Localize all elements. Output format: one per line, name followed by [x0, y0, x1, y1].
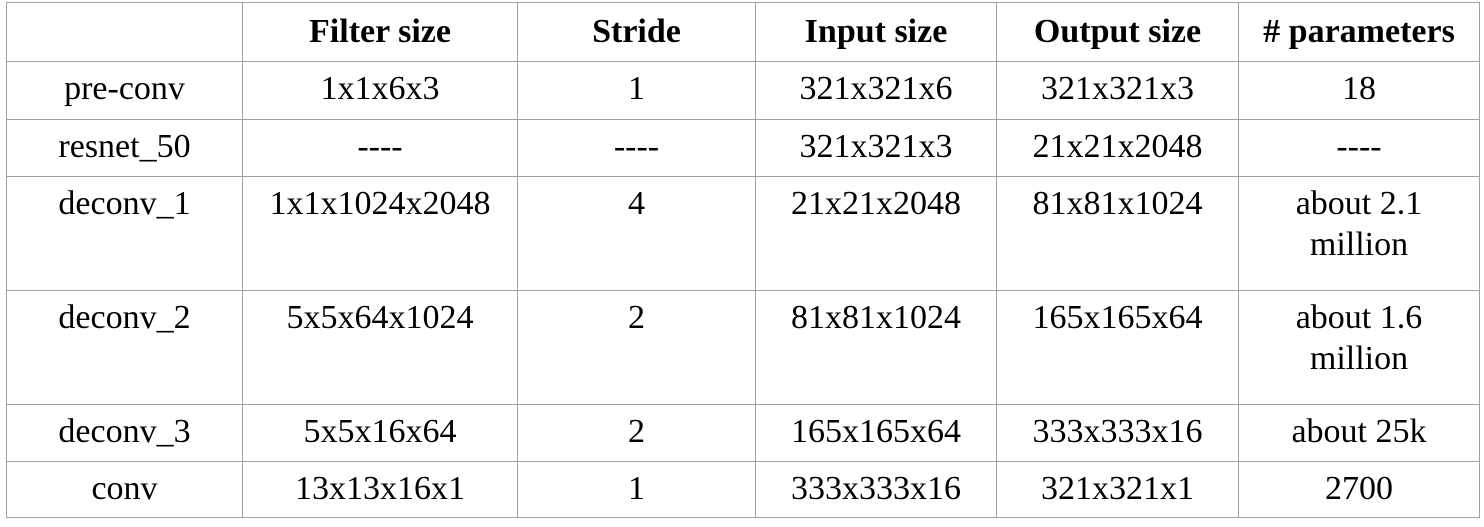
output-size-cell: 333x333x16: [996, 404, 1239, 462]
filter-size-cell: 1x1x1024x2048: [242, 176, 518, 291]
table-row: deconv_1 1x1x1024x2048 4 21x21x2048 81x8…: [6, 176, 1480, 291]
layer-name: conv: [6, 461, 243, 518]
parameters-line: about 2.1: [1295, 185, 1423, 222]
stride-cell: 1: [517, 61, 756, 120]
layer-name: deconv_1: [6, 176, 243, 291]
input-size-cell: 321x321x3: [755, 119, 997, 177]
parameters-line: million: [1309, 340, 1409, 377]
header-stride: Stride: [517, 2, 756, 62]
stride-cell: 1: [517, 461, 756, 518]
header-row: Filter size Stride Input size Output siz…: [6, 2, 1480, 62]
parameters-cell: about 25k: [1238, 404, 1480, 462]
input-size-cell: 21x21x2048: [755, 176, 997, 291]
parameters-line: 2700: [1325, 470, 1393, 507]
layer-table: Filter size Stride Input size Output siz…: [6, 2, 1480, 518]
input-size-cell: 165x165x64: [755, 404, 997, 462]
parameters-line: million: [1309, 226, 1409, 263]
stride-cell: 4: [517, 176, 756, 291]
table-row: resnet_50 ---- ---- 321x321x3 21x21x2048…: [6, 119, 1480, 177]
table-row: pre-conv 1x1x6x3 1 321x321x6 321x321x3 1…: [6, 61, 1480, 120]
parameters-cell: about 1.6 million: [1238, 290, 1480, 405]
stride-cell: 2: [517, 290, 756, 405]
layer-name: pre-conv: [6, 61, 243, 120]
layer-name: deconv_3: [6, 404, 243, 462]
input-size-cell: 333x333x16: [755, 461, 997, 518]
parameters-line: about 1.6: [1295, 299, 1423, 336]
parameters-cell: about 2.1 million: [1238, 176, 1480, 291]
parameters-line: ----: [1336, 128, 1382, 165]
input-size-cell: 321x321x6: [755, 61, 997, 120]
header-parameters: # parameters: [1238, 2, 1480, 62]
parameters-cell: 18: [1238, 61, 1480, 120]
table-row: deconv_2 5x5x64x1024 2 81x81x1024 165x16…: [6, 290, 1480, 405]
table-row: deconv_3 5x5x16x64 2 165x165x64 333x333x…: [6, 404, 1480, 462]
layer-name: resnet_50: [6, 119, 243, 177]
parameters-line: about 25k: [1291, 413, 1427, 450]
output-size-cell: 81x81x1024: [996, 176, 1239, 291]
filter-size-cell: ----: [242, 119, 518, 177]
filter-size-cell: 13x13x16x1: [242, 461, 518, 518]
output-size-cell: 165x165x64: [996, 290, 1239, 405]
header-corner: [6, 2, 243, 62]
parameters-cell: 2700: [1238, 461, 1480, 518]
layer-name: deconv_2: [6, 290, 243, 405]
stride-cell: ----: [517, 119, 756, 177]
output-size-cell: 321x321x3: [996, 61, 1239, 120]
output-size-cell: 21x21x2048: [996, 119, 1239, 177]
table-row: conv 13x13x16x1 1 333x333x16 321x321x1 2…: [6, 461, 1480, 518]
stride-cell: 2: [517, 404, 756, 462]
parameters-line: 18: [1342, 70, 1376, 107]
filter-size-cell: 5x5x16x64: [242, 404, 518, 462]
input-size-cell: 81x81x1024: [755, 290, 997, 405]
filter-size-cell: 5x5x64x1024: [242, 290, 518, 405]
header-filter-size: Filter size: [242, 2, 518, 62]
header-input-size: Input size: [755, 2, 997, 62]
filter-size-cell: 1x1x6x3: [242, 61, 518, 120]
parameters-cell: ----: [1238, 119, 1480, 177]
output-size-cell: 321x321x1: [996, 461, 1239, 518]
header-output-size: Output size: [996, 2, 1239, 62]
